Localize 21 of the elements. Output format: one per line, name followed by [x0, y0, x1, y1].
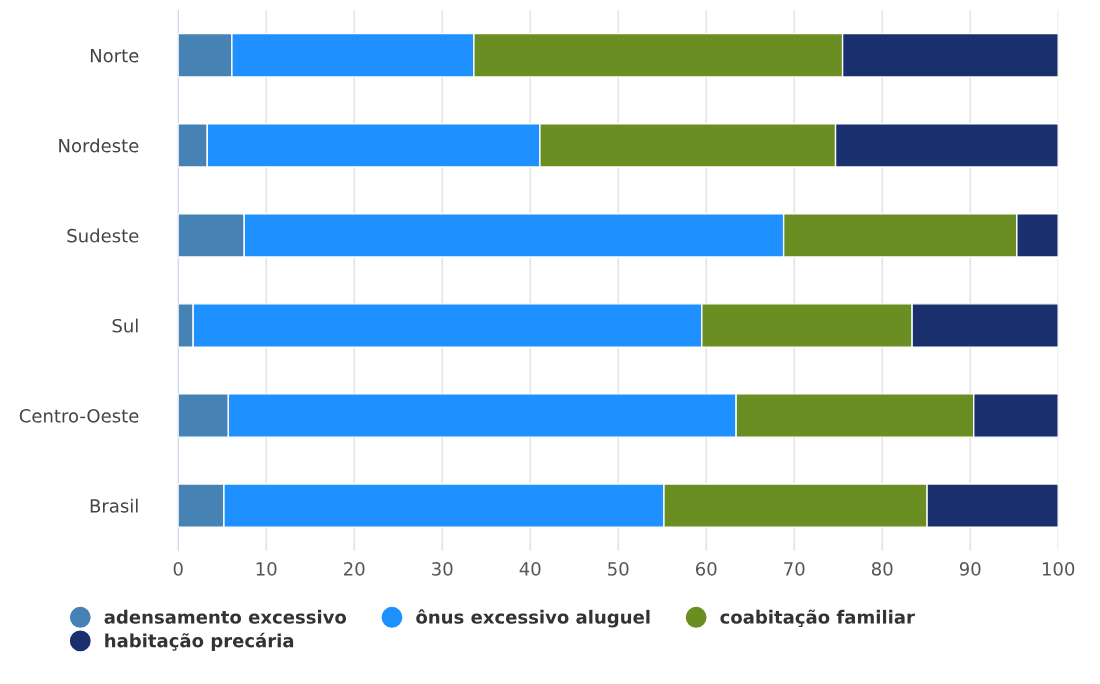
legend-label: ônus excessivo aluguel	[416, 609, 650, 628]
x-tick-label: 20	[344, 562, 365, 576]
x-tick-label: 70	[784, 562, 805, 576]
legend-label: adensamento excessivo	[104, 609, 347, 624]
x-tick-label: 0	[173, 562, 183, 576]
y-tick-label: Centro-Oeste	[19, 408, 139, 423]
y-tick-label: Nordeste	[59, 138, 139, 153]
x-tick-label: 10	[256, 562, 277, 576]
x-tick-label: 90	[959, 562, 981, 576]
x-tick-label: 80	[871, 562, 893, 576]
y-tick-label: Brasil	[90, 498, 138, 513]
y-tick-label: Sudeste	[67, 228, 139, 243]
y-tick-label: Norte	[90, 48, 139, 63]
legend-label: habitação precária	[105, 632, 294, 651]
legend-label: coabitação familiar	[720, 609, 915, 628]
y-tick-label: Sul	[112, 318, 138, 333]
x-tick-label: 60	[695, 562, 717, 576]
x-tick-label: 100	[1042, 562, 1075, 576]
x-tick-label: 30	[432, 562, 453, 576]
x-tick-label: 40	[519, 562, 541, 576]
x-tick-label: 50	[608, 562, 629, 576]
